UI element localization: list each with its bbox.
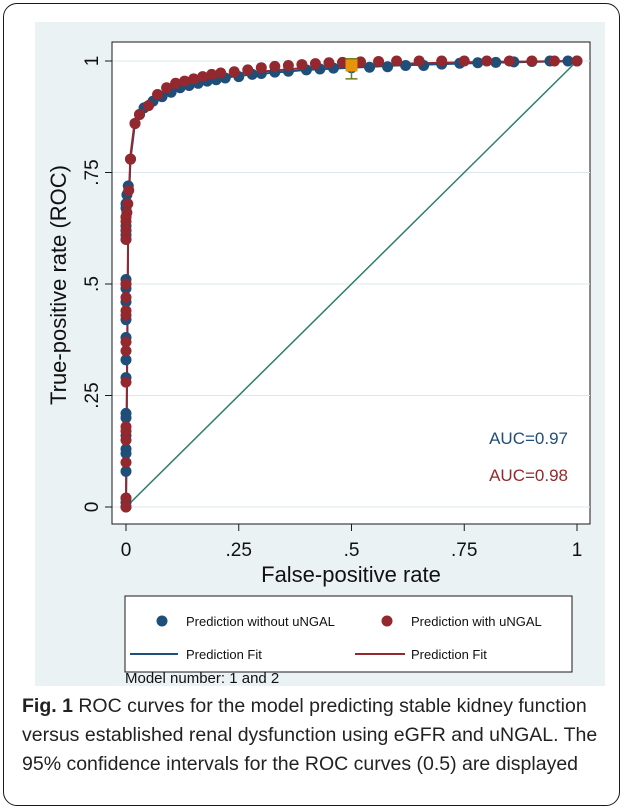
data-point-series2-35 <box>269 60 281 72</box>
data-point-series2-13 <box>120 233 132 245</box>
data-point-series2-30 <box>206 68 218 80</box>
data-point-series2-18 <box>122 198 134 210</box>
data-point-series2-50 <box>548 55 560 67</box>
x-tick-label-0: 0 <box>121 540 132 561</box>
data-point-series2-14 <box>120 224 132 236</box>
legend-label-fit-1: Prediction Fit <box>186 647 262 662</box>
data-point-series1-8 <box>120 407 132 419</box>
data-point-series2-5 <box>120 421 132 433</box>
figure-label: Fig. 1 <box>22 695 73 717</box>
data-point-series2-31 <box>215 67 227 79</box>
data-point-series2-43 <box>391 55 403 67</box>
data-point-series2-29 <box>197 71 209 83</box>
roc-chart: 0 .25 .5 .75 1 0 .25 .5 .75 1 False-positive rat… <box>35 22 605 687</box>
legend-box <box>124 595 573 673</box>
data-point-series2-34 <box>255 62 267 74</box>
data-point-series2-11 <box>120 291 132 303</box>
legend-marker-with-ungal <box>381 615 393 627</box>
points-layer <box>120 55 583 513</box>
data-point-series2-36 <box>282 59 294 71</box>
plot-area <box>111 41 591 525</box>
legend: Prediction without uNGAL Prediction with… <box>124 595 573 673</box>
data-point-series2-23 <box>143 100 155 112</box>
data-point-series1-5 <box>120 443 132 455</box>
data-point-series1-48 <box>364 61 376 73</box>
data-point-series2-41 <box>355 56 367 68</box>
legend-marker-without-ungal <box>156 615 168 627</box>
data-point-series2-7 <box>120 345 132 357</box>
reference-line-layer <box>125 60 578 508</box>
legend-label-fit-2: Prediction Fit <box>411 647 487 662</box>
legend-label-with-ungal: Prediction with uNGAL <box>411 614 542 629</box>
figure-frame <box>3 3 620 806</box>
data-point-series2-39 <box>323 57 335 69</box>
x-tick-label-3: .75 <box>451 540 477 561</box>
data-point-series2-22 <box>134 109 146 121</box>
reference-line <box>125 60 578 508</box>
data-point-series1-54 <box>472 57 484 69</box>
y-axis-label: True-positive rate (ROC) <box>46 165 71 405</box>
data-point-series1-10 <box>120 354 132 366</box>
data-point-series1-49 <box>382 61 394 73</box>
data-point-series2-27 <box>179 75 191 87</box>
auc-annotation-2: AUC=0.98 <box>489 466 568 485</box>
data-point-series2-44 <box>413 55 425 67</box>
data-point-series2-45 <box>436 55 448 67</box>
data-point-series2-3 <box>120 434 132 446</box>
y-tick-label-2: .5 <box>82 276 103 292</box>
data-point-series2-6 <box>120 376 132 388</box>
data-point-series2-25 <box>161 82 173 94</box>
legend-label-without-ungal: Prediction without uNGAL <box>186 614 335 629</box>
data-point-series2-10 <box>120 305 132 317</box>
y-tick-label-0: 0 <box>82 502 103 513</box>
auc-annotation-1: AUC=0.97 <box>489 429 568 448</box>
data-point-series2-48 <box>503 55 515 67</box>
x-tick-label-1: .25 <box>226 540 252 561</box>
data-point-series2-49 <box>526 55 538 67</box>
figure-caption: Fig. 1 ROC curves for the model predicti… <box>22 692 612 779</box>
data-point-series2-40 <box>336 56 348 68</box>
data-point-series2-28 <box>188 73 200 85</box>
caption-text: ROC curves for the model predicting stab… <box>22 695 598 775</box>
data-point-series2-32 <box>228 66 240 78</box>
confidence-interval-layer <box>345 58 358 80</box>
x-tick-label-4: 1 <box>572 540 583 561</box>
model-note: Model number: 1 and 2 <box>125 670 279 687</box>
data-point-series1-3 <box>120 465 132 477</box>
data-point-series2-19 <box>123 184 135 196</box>
x-tick-label-2: .5 <box>344 540 360 561</box>
y-tick-label-3: .75 <box>82 159 103 185</box>
data-point-series2-1 <box>120 492 132 504</box>
data-point-series2-0 <box>120 501 132 513</box>
data-point-series2-33 <box>242 64 254 76</box>
data-point-series2-47 <box>481 55 493 67</box>
x-ticks: 0 .25 .5 .75 1 <box>121 524 583 561</box>
ci-marker <box>345 59 358 72</box>
data-point-series2-12 <box>120 278 132 290</box>
data-point-series2-26 <box>170 77 182 89</box>
y-tick-label-4: 1 <box>82 56 103 67</box>
data-point-series1-59 <box>562 55 574 67</box>
data-point-series2-2 <box>120 456 132 468</box>
data-point-series2-21 <box>129 117 141 129</box>
y-ticks: 0 .25 .5 .75 1 <box>82 56 112 513</box>
data-point-series2-37 <box>296 59 308 71</box>
data-point-series2-20 <box>125 153 137 165</box>
data-point-series2-24 <box>152 88 164 100</box>
data-point-series2-17 <box>121 207 133 219</box>
data-point-series2-46 <box>458 55 470 67</box>
data-point-series2-38 <box>309 58 321 70</box>
data-point-series1-55 <box>490 56 502 68</box>
data-point-series2-8 <box>120 336 132 348</box>
data-point-series2-42 <box>373 55 385 67</box>
y-tick-label-1: .25 <box>82 382 103 408</box>
data-point-series1-50 <box>400 59 412 71</box>
x-axis-label: False-positive rate <box>261 562 441 587</box>
data-point-series2-51 <box>571 55 583 67</box>
